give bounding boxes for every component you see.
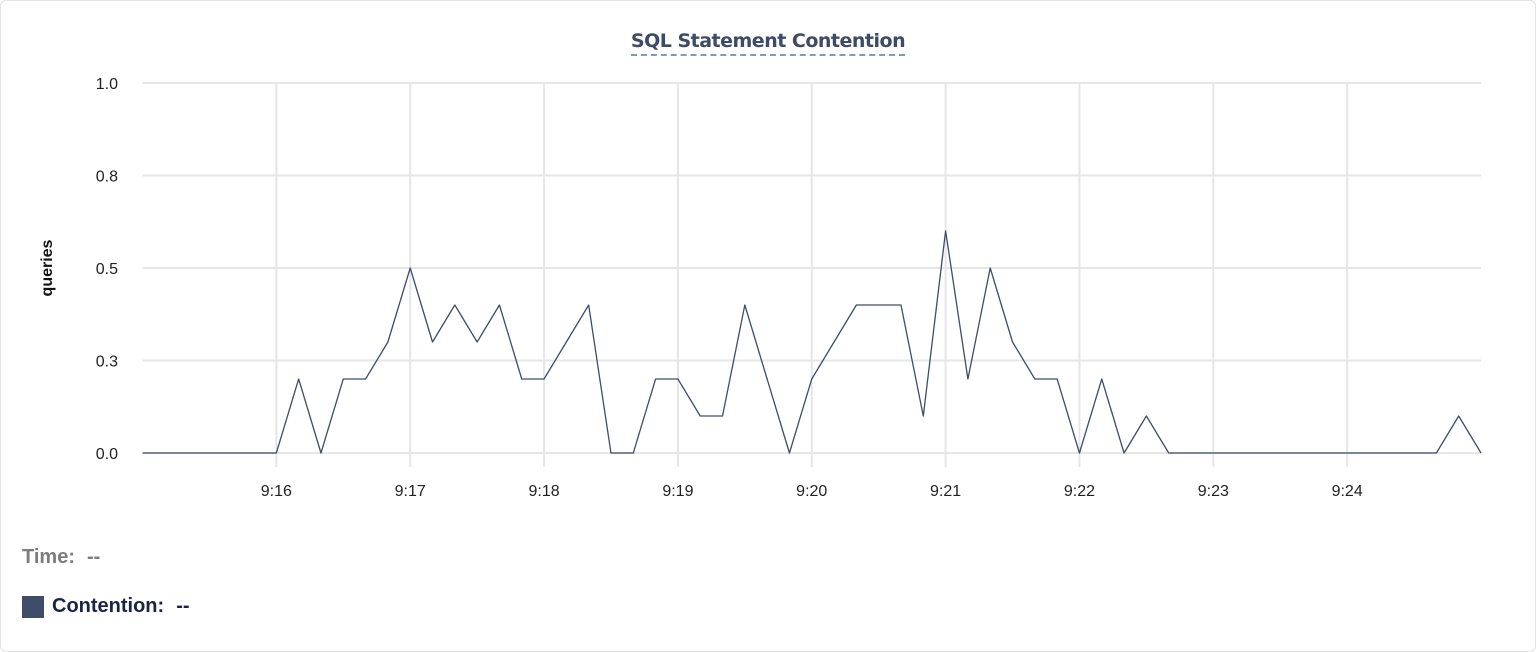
x-tick-label: 9:22 [1064,483,1095,500]
y-tick-label: 0.5 [96,261,118,278]
x-tick-label: 9:21 [930,483,961,500]
x-tick-label: 9:19 [662,483,693,500]
x-tick-label: 9:24 [1332,483,1363,500]
legend-series-label: Contention: [52,595,165,617]
x-tick-label: 9:20 [796,483,827,500]
series-line [142,230,1482,454]
legend-series: Contention: -- [22,595,190,618]
x-tick-label: 9:18 [528,483,559,500]
y-tick-label: 0.0 [96,446,118,463]
y-tick-label: 0.3 [96,354,118,371]
chart-title[interactable]: SQL Statement Contention [630,30,906,56]
y-tick-label: 0.8 [96,169,118,186]
legend-series-value: -- [176,595,190,617]
y-tick-label: 1.0 [96,76,118,93]
chart-title-wrap: SQL Statement Contention [0,30,1536,56]
x-tick-label: 9:17 [395,483,426,500]
x-tick-label: 9:16 [261,483,292,500]
legend-time-value: -- [86,546,101,568]
y-axis-label: queries [39,239,56,296]
legend-time-label: Time: [22,546,75,568]
legend-time: Time: -- [22,546,100,569]
x-tick-label: 9:23 [1198,483,1229,500]
legend-swatch [22,595,44,618]
